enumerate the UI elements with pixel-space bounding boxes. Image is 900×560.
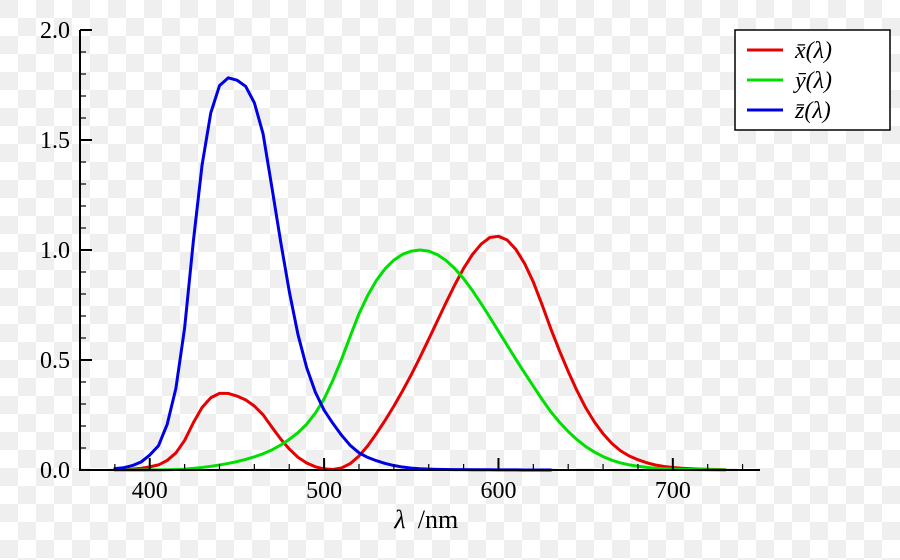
x-tick-label: 600 bbox=[480, 478, 516, 504]
x-tick-label: 700 bbox=[655, 478, 691, 504]
legend-label-zbar: z̄(λ) bbox=[794, 98, 831, 124]
series-xbar bbox=[115, 236, 725, 469]
y-tick-label: 0.0 bbox=[40, 458, 70, 484]
chart-canvas: 400 500 600 700 λ/nm 0.0 0.5 1.0 1.5 2.0 x̄(λ) ȳ(… bbox=[0, 0, 900, 560]
x-tick-label: 500 bbox=[306, 478, 342, 504]
x-tick-label: 400 bbox=[132, 478, 168, 504]
legend-label-ybar: ȳ(λ) bbox=[793, 68, 832, 94]
svg-text:/nm: /nm bbox=[418, 505, 458, 534]
y-tick-label: 2.0 bbox=[40, 18, 70, 44]
y-tick-label: 0.5 bbox=[40, 348, 70, 374]
line-chart: 400 500 600 700 λ/nm 0.0 0.5 1.0 1.5 2.0 x̄(λ) ȳ(… bbox=[0, 0, 900, 560]
svg-text:λ: λ bbox=[393, 505, 405, 534]
y-tick-label: 1.0 bbox=[40, 238, 70, 264]
y-tick-label: 1.5 bbox=[40, 128, 70, 154]
series-zbar bbox=[115, 78, 551, 470]
x-axis-label: λ/nm bbox=[393, 505, 458, 534]
legend-label-xbar: x̄(λ) bbox=[794, 38, 832, 64]
